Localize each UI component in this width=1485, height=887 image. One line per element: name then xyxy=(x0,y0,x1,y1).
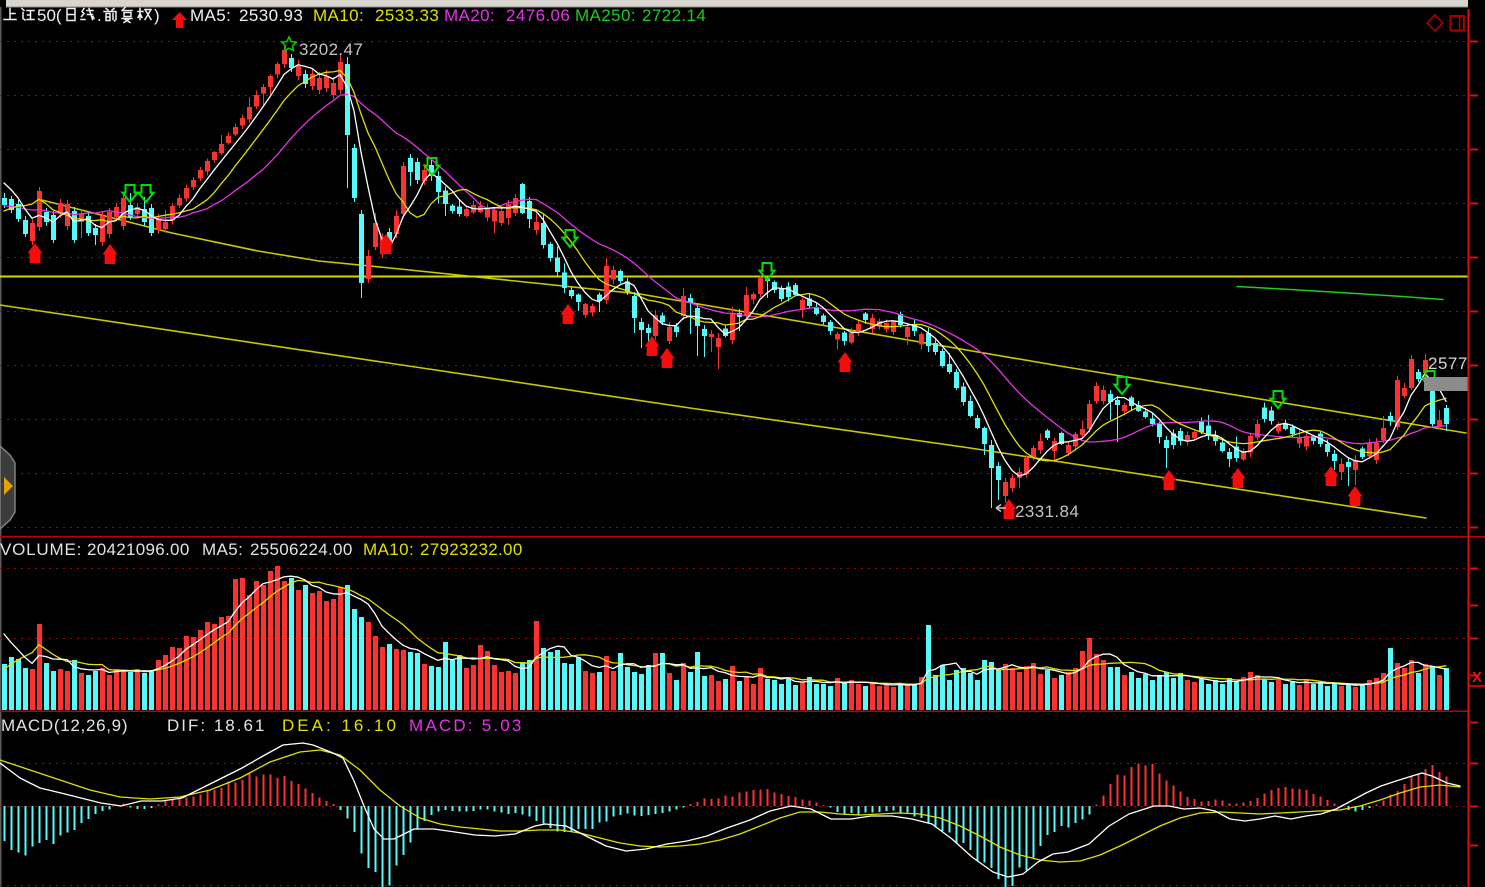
svg-text:MACD(12,26,9): MACD(12,26,9) xyxy=(1,716,128,735)
svg-text:50(: 50( xyxy=(37,6,62,25)
svg-text:2331.84: 2331.84 xyxy=(1015,502,1079,521)
svg-text:X: X xyxy=(1472,669,1482,686)
svg-text:2722.14: 2722.14 xyxy=(642,6,706,25)
svg-text:MA5:: MA5: xyxy=(190,6,231,25)
svg-text:MACD: 5.03: MACD: 5.03 xyxy=(409,716,524,735)
svg-text:25506224.00: 25506224.00 xyxy=(250,540,353,559)
svg-text:MA10:: MA10: xyxy=(363,540,414,559)
svg-text:MA10:: MA10: xyxy=(313,6,364,25)
svg-text:MA250:: MA250: xyxy=(575,6,636,25)
svg-text:20421096.00: 20421096.00 xyxy=(87,540,190,559)
svg-text:2533.33: 2533.33 xyxy=(375,6,439,25)
svg-text:.: . xyxy=(97,6,102,25)
svg-text:2577: 2577 xyxy=(1428,354,1468,373)
svg-text:): ) xyxy=(154,6,160,25)
svg-text:27923232.00: 27923232.00 xyxy=(420,540,523,559)
svg-text:DEA: 16.10: DEA: 16.10 xyxy=(282,716,399,735)
svg-text:MA20:: MA20: xyxy=(444,6,495,25)
svg-text:DIF: 18.61: DIF: 18.61 xyxy=(167,716,266,735)
svg-text:3202.47: 3202.47 xyxy=(299,40,363,59)
svg-text:2530.93: 2530.93 xyxy=(239,6,303,25)
svg-text:2476.06: 2476.06 xyxy=(506,6,570,25)
svg-text:VOLUME:: VOLUME: xyxy=(0,540,82,559)
svg-text:MA5:: MA5: xyxy=(202,540,243,559)
